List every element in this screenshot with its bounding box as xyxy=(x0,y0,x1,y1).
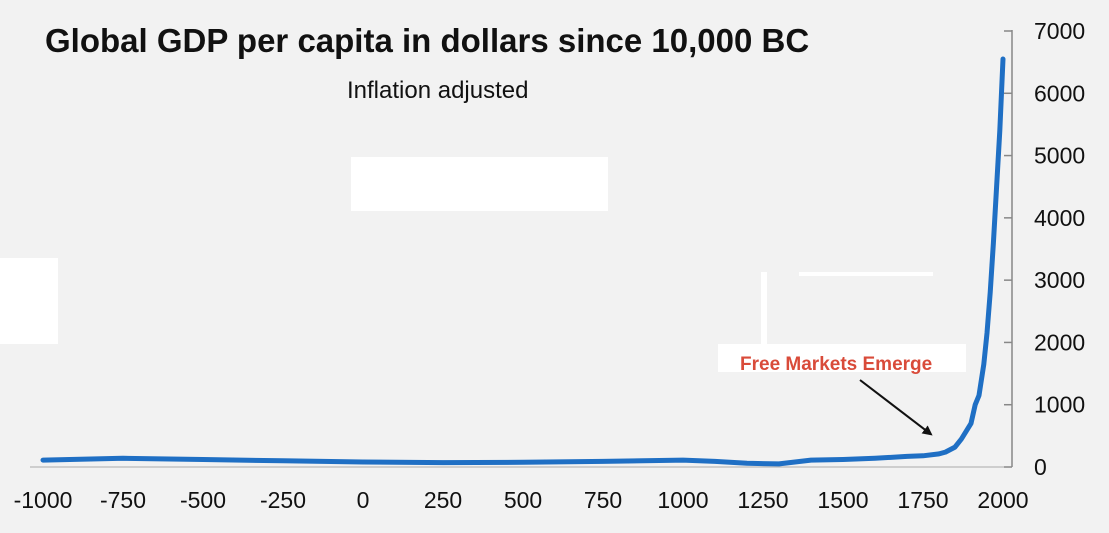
x-tick-label: -1000 xyxy=(14,487,73,513)
chart-title: Global GDP per capita in dollars since 1… xyxy=(45,22,809,59)
blank-box xyxy=(761,272,767,344)
x-tick-label: 1250 xyxy=(737,487,788,513)
y-tick-label: 5000 xyxy=(1034,143,1085,169)
chart-subtitle: Inflation adjusted xyxy=(347,77,528,104)
y-tick-label: 4000 xyxy=(1034,205,1085,231)
annotation-arrow xyxy=(859,379,933,436)
x-tick-label: -750 xyxy=(100,487,146,513)
blank-box xyxy=(799,272,933,276)
blank-box xyxy=(0,258,58,344)
annotation-label: Free Markets Emerge xyxy=(740,354,932,375)
series-line xyxy=(40,56,1006,467)
x-tick-label: -250 xyxy=(260,487,306,513)
annotation-box xyxy=(718,344,966,372)
x-tick-label: 750 xyxy=(584,487,622,513)
x-tick-label: 500 xyxy=(504,487,542,513)
blank-box xyxy=(351,157,608,211)
x-tick-label: 250 xyxy=(424,487,462,513)
x-tick-label: 2000 xyxy=(977,487,1028,513)
axes xyxy=(30,30,1013,468)
y-tick-label: 3000 xyxy=(1034,267,1085,293)
x-tick-label: 0 xyxy=(357,487,370,513)
x-tick-label: 1000 xyxy=(657,487,708,513)
x-tick-label: -500 xyxy=(180,487,226,513)
y-tick-label: 6000 xyxy=(1034,80,1085,106)
y-tick-label: 2000 xyxy=(1034,329,1085,355)
y-tick-label: 7000 xyxy=(1034,18,1085,44)
x-tick-label: 1750 xyxy=(897,487,948,513)
y-tick-label: 0 xyxy=(1034,454,1047,480)
x-tick-label: 1500 xyxy=(817,487,868,513)
y-tick-label: 1000 xyxy=(1034,392,1085,418)
